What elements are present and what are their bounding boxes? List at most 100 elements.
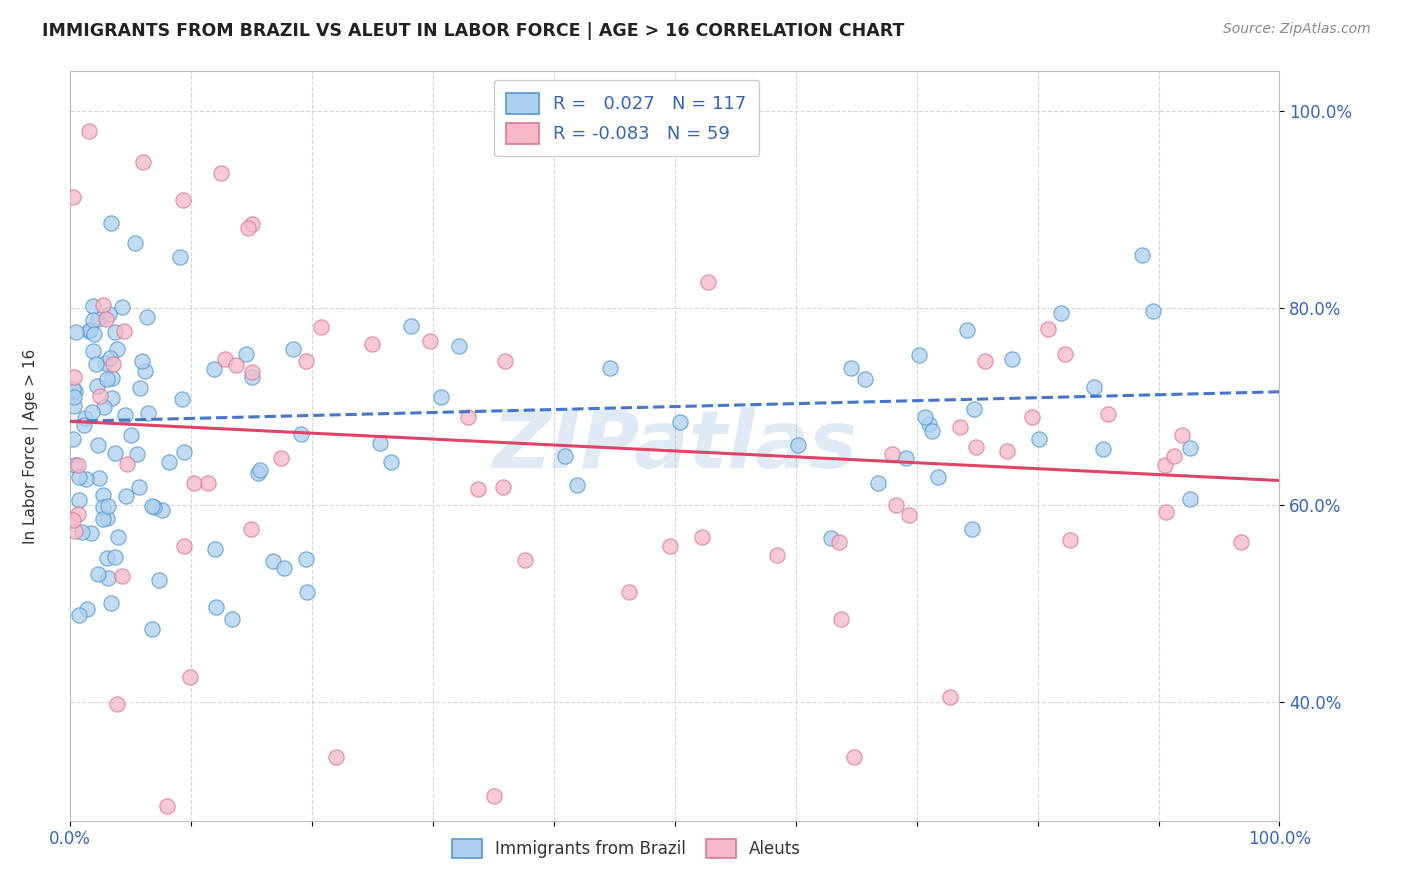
Point [1180,441,1202,455]
Point [880,447,903,461]
Point [170,392,193,407]
Point [766,548,789,562]
Point [554,449,576,463]
Point [97,571,120,585]
Point [87,566,110,581]
Point [370,436,392,450]
Point [204,541,226,556]
Point [617,585,640,599]
Point [1050,306,1073,320]
Point [202,361,225,376]
Point [1036,322,1059,336]
Point [82,299,104,313]
Point [173,539,195,553]
Point [143,500,166,515]
Point [104,549,127,564]
Point [927,470,949,484]
Point [141,622,163,636]
Point [1021,410,1043,425]
Point [494,353,516,368]
Point [962,522,984,536]
Point [204,599,226,614]
Point [63,524,86,538]
Point [91,298,114,312]
Point [87,311,110,326]
Point [67,458,90,472]
Point [94,311,117,326]
Point [105,697,128,711]
Point [91,512,114,526]
Point [98,351,121,365]
Point [1171,428,1194,442]
Point [172,193,194,207]
Point [132,154,155,169]
Point [87,438,110,452]
Point [63,458,86,472]
Point [786,438,808,452]
Point [238,221,260,235]
Point [67,607,90,622]
Point [599,360,621,375]
Point [294,353,316,368]
Point [240,365,263,379]
Point [77,124,100,138]
Point [93,500,115,514]
Point [995,444,1018,458]
Point [225,358,247,372]
Point [1097,408,1119,422]
Point [73,417,96,432]
Point [235,347,257,361]
Point [380,455,402,469]
Point [828,535,851,549]
Point [361,336,384,351]
Point [62,383,84,397]
Point [297,585,319,599]
Point [183,476,205,491]
Point [96,551,118,566]
Point [179,669,201,683]
Point [1083,380,1105,394]
Point [101,371,124,385]
Point [659,539,682,553]
Point [820,532,842,546]
Point [839,360,862,375]
Point [447,339,470,353]
Point [124,235,146,250]
Point [111,569,134,583]
Point [156,798,179,813]
Point [430,390,453,404]
Point [939,690,962,705]
Point [309,320,332,334]
Point [77,324,100,338]
Point [93,401,115,415]
Point [115,458,138,472]
Point [1230,535,1253,549]
Point [853,372,876,386]
Point [91,488,114,502]
Point [214,351,236,366]
Point [89,389,111,403]
Point [128,480,150,494]
Point [690,530,713,544]
Point [73,410,96,425]
Point [101,357,124,371]
Point [921,424,943,438]
Point [492,480,515,494]
Point [114,408,136,422]
Point [80,405,103,419]
Point [173,444,195,458]
Point [104,446,127,460]
Point [262,554,284,568]
Point [136,310,159,324]
Point [136,406,159,420]
Point [240,218,263,232]
Point [482,789,505,803]
Point [148,573,170,587]
Point [97,307,120,321]
Point [1130,248,1153,262]
Point [565,477,588,491]
Point [114,489,136,503]
Point [1053,347,1076,361]
Point [240,370,263,384]
Point [63,384,86,398]
